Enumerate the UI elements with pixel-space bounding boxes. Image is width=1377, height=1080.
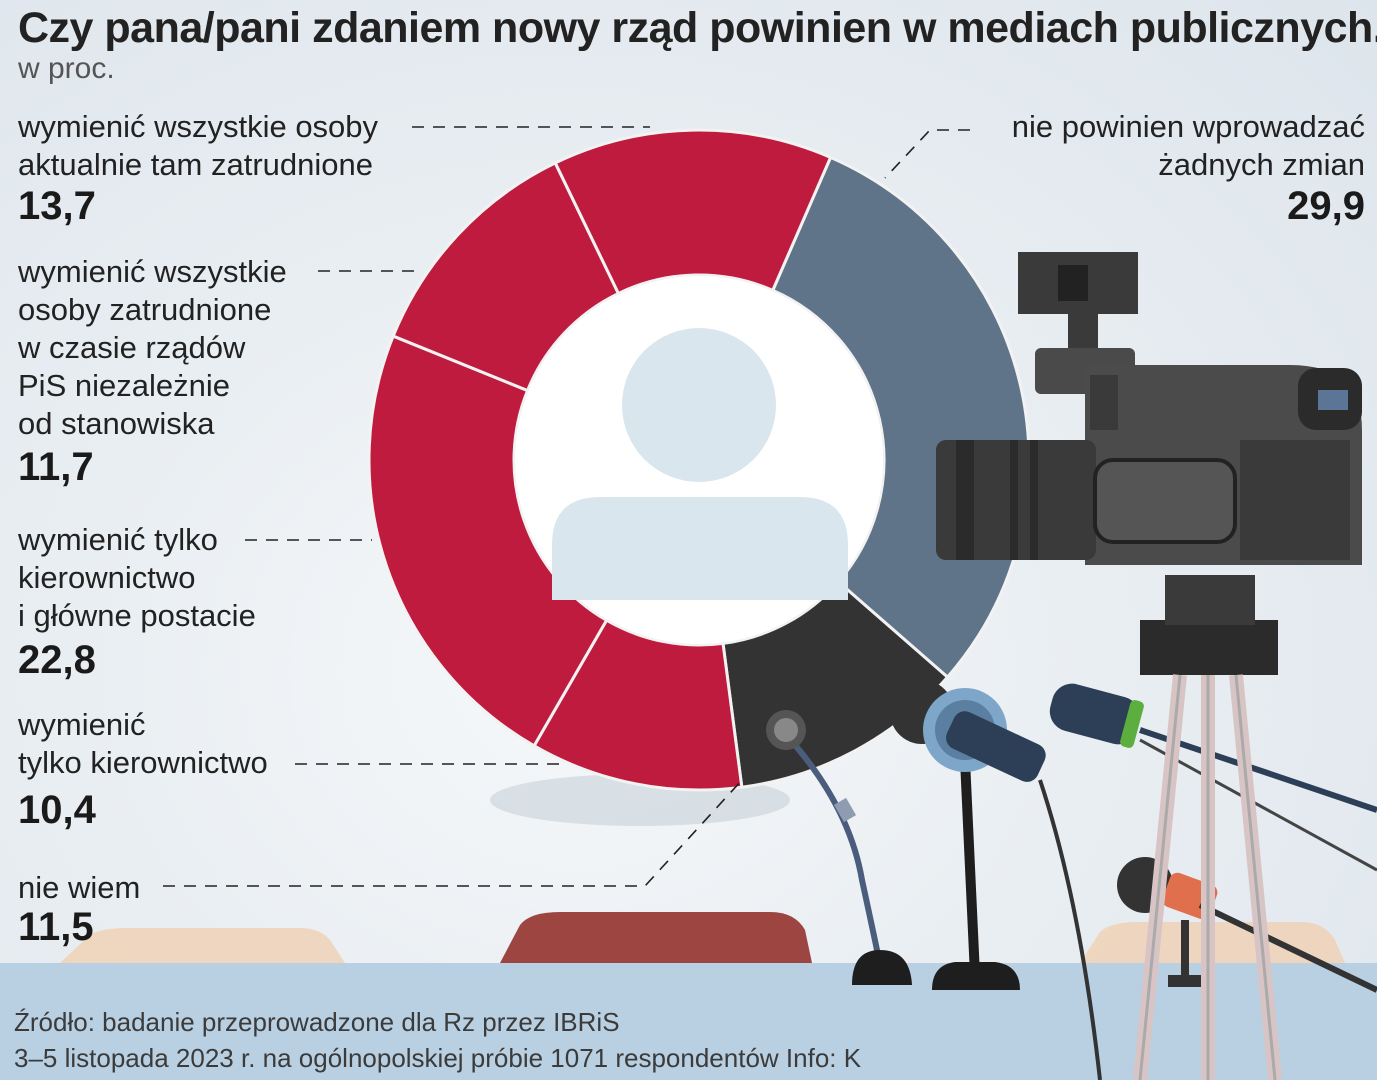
label-13-7: wymienić wszystkie osoby aktualnie tam z… (18, 109, 379, 182)
leader-lines (163, 126, 970, 887)
donut-slice-13-7 (553, 128, 833, 296)
podium-center (500, 912, 812, 963)
podium-left (60, 928, 345, 963)
value-22-8: 22,8 (18, 638, 96, 682)
source-line-1: Źródło: badanie przeprowadzone dla Rz pr… (14, 1007, 620, 1037)
person-silhouette-icon (552, 328, 848, 600)
donut-slice-22-8 (367, 334, 609, 748)
video-camera-icon (936, 252, 1362, 1080)
label-29-9: nie powinien wprowadzać żadnych zmian (1011, 109, 1365, 182)
chart-subtitle: w proc. (18, 52, 115, 85)
label-11-5: nie wiem (18, 870, 141, 905)
value-13-7: 13,7 (18, 184, 96, 228)
label-10-4: wymienić tylko kierownictwo (18, 707, 268, 780)
value-11-5: 11,5 (18, 905, 94, 949)
chart-title: Czy pana/pani zdaniem nowy rząd powinien… (18, 4, 1377, 52)
value-11-7: 11,7 (18, 445, 94, 489)
leader-line-29-9 (884, 129, 970, 179)
leader-line-11-5 (163, 779, 743, 887)
value-29-9: 29,9 (1287, 184, 1365, 228)
label-11-7: wymienić wszystkie osoby zatrudnione w c… (18, 254, 287, 441)
microphone-icon (766, 710, 912, 985)
value-10-4: 10,4 (18, 788, 96, 832)
label-22-8: wymienić tylko kierownictwo i główne pos… (18, 522, 256, 633)
donut-slice-11-7 (391, 160, 621, 393)
source-line-2: 3–5 listopada 2023 r. na ogólnopolskiej … (14, 1043, 862, 1073)
microphone-icon (890, 680, 1102, 1080)
